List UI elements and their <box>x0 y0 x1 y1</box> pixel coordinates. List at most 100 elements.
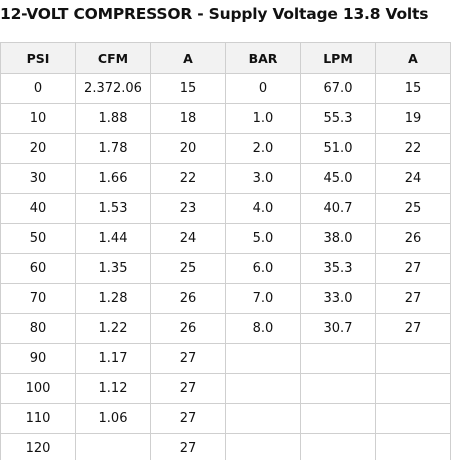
table-row: 10 1.88 18 1.0 55.3 19 <box>0 103 451 134</box>
table-cell: 70 <box>0 283 76 314</box>
table-cell: 15 <box>150 73 226 104</box>
data-table: PSI CFM A BAR LPM A 0 2.372.06 15 0 67.0 15 10 1.88 1… <box>0 42 451 460</box>
table-cell: 22 <box>150 163 226 194</box>
table-cell: 40 <box>0 193 76 224</box>
table-cell: 2.372.06 <box>75 73 151 104</box>
table-cell: 3.0 <box>225 163 301 194</box>
table-cell: 19 <box>375 103 451 134</box>
table-cell: 27 <box>375 313 451 344</box>
header-row: PSI CFM A BAR LPM A <box>0 42 451 74</box>
empty-cell <box>300 373 376 404</box>
header-cell: BAR <box>225 42 301 74</box>
header-cell: A <box>150 42 226 74</box>
table-row: 100 1.12 27 <box>0 373 451 404</box>
table-cell: 1.44 <box>75 223 151 254</box>
empty-cell <box>225 343 301 374</box>
table-cell: 27 <box>150 403 226 434</box>
table-cell: 1.0 <box>225 103 301 134</box>
table-row: 80 1.22 26 8.0 30.7 27 <box>0 313 451 344</box>
table-cell: 24 <box>375 163 451 194</box>
table-cell: 25 <box>150 253 226 284</box>
table-cell: 18 <box>150 103 226 134</box>
table-row: 30 1.66 22 3.0 45.0 24 <box>0 163 451 194</box>
table-row: 20 1.78 20 2.0 51.0 22 <box>0 133 451 164</box>
table-row: 40 1.53 23 4.0 40.7 25 <box>0 193 451 224</box>
table-cell: 1.06 <box>75 403 151 434</box>
table-cell: 26 <box>150 283 226 314</box>
table-cell: 35.3 <box>300 253 376 284</box>
table-cell: 7.0 <box>225 283 301 314</box>
table-cell: 40.7 <box>300 193 376 224</box>
table-cell: 2.0 <box>225 133 301 164</box>
table-cell: 1.35 <box>75 253 151 284</box>
table-cell: 27 <box>375 283 451 314</box>
empty-cell <box>225 403 301 434</box>
table-cell: 10 <box>0 103 76 134</box>
table-cell: 8.0 <box>225 313 301 344</box>
table-cell: 5.0 <box>225 223 301 254</box>
empty-cell <box>375 343 451 374</box>
table-body: 0 2.372.06 15 0 67.0 15 10 1.88 18 1.0 55.3 19 20 1.7… <box>0 73 451 460</box>
table-cell: 15 <box>375 73 451 104</box>
table-cell: 38.0 <box>300 223 376 254</box>
table-cell: 26 <box>375 223 451 254</box>
table-cell: 1.17 <box>75 343 151 374</box>
table-cell: 30.7 <box>300 313 376 344</box>
table-cell: 22 <box>375 133 451 164</box>
table-cell: 1.78 <box>75 133 151 164</box>
empty-cell <box>75 433 151 460</box>
table-cell: 26 <box>150 313 226 344</box>
empty-cell <box>300 343 376 374</box>
table-cell: 90 <box>0 343 76 374</box>
title: 12-VOLT COMPRESSOR - Supply Voltage 13.8… <box>0 5 429 23</box>
table-cell: 50 <box>0 223 76 254</box>
table-row: 50 1.44 24 5.0 38.0 26 <box>0 223 451 254</box>
table-cell: 6.0 <box>225 253 301 284</box>
table-cell: 120 <box>0 433 76 460</box>
table-cell: 60 <box>0 253 76 284</box>
table-row: 110 1.06 27 <box>0 403 451 434</box>
table-row: 90 1.17 27 <box>0 343 451 374</box>
header-cell: LPM <box>300 42 376 74</box>
table-cell: 67.0 <box>300 73 376 104</box>
header-cell: A <box>375 42 451 74</box>
table-cell: 110 <box>0 403 76 434</box>
empty-cell <box>375 403 451 434</box>
table-row: 60 1.35 25 6.0 35.3 27 <box>0 253 451 284</box>
empty-cell <box>375 373 451 404</box>
table-cell: 0 <box>225 73 301 104</box>
table-cell: 23 <box>150 193 226 224</box>
table-cell: 100 <box>0 373 76 404</box>
empty-cell <box>225 373 301 404</box>
header-cell: PSI <box>0 42 76 74</box>
table-cell: 51.0 <box>300 133 376 164</box>
table-cell: 27 <box>150 433 226 460</box>
table-cell: 27 <box>150 343 226 374</box>
table-cell: 27 <box>375 253 451 284</box>
empty-cell <box>375 433 451 460</box>
table-cell: 80 <box>0 313 76 344</box>
table-cell: 55.3 <box>300 103 376 134</box>
empty-cell <box>225 433 301 460</box>
table-cell: 0 <box>0 73 76 104</box>
table-row: 0 2.372.06 15 0 67.0 15 <box>0 73 451 104</box>
table-cell: 1.66 <box>75 163 151 194</box>
table-cell: 1.12 <box>75 373 151 404</box>
table-cell: 20 <box>150 133 226 164</box>
table-cell: 1.22 <box>75 313 151 344</box>
table-row: 120 27 <box>0 433 451 460</box>
table-cell: 1.53 <box>75 193 151 224</box>
table-cell: 1.88 <box>75 103 151 134</box>
table-cell: 25 <box>375 193 451 224</box>
table-cell: 4.0 <box>225 193 301 224</box>
table-cell: 30 <box>0 163 76 194</box>
empty-cell <box>300 403 376 434</box>
table-cell: 27 <box>150 373 226 404</box>
table-cell: 24 <box>150 223 226 254</box>
table-row: 70 1.28 26 7.0 33.0 27 <box>0 283 451 314</box>
table-cell: 45.0 <box>300 163 376 194</box>
header-cell: CFM <box>75 42 151 74</box>
table-cell: 20 <box>0 133 76 164</box>
empty-cell <box>300 433 376 460</box>
